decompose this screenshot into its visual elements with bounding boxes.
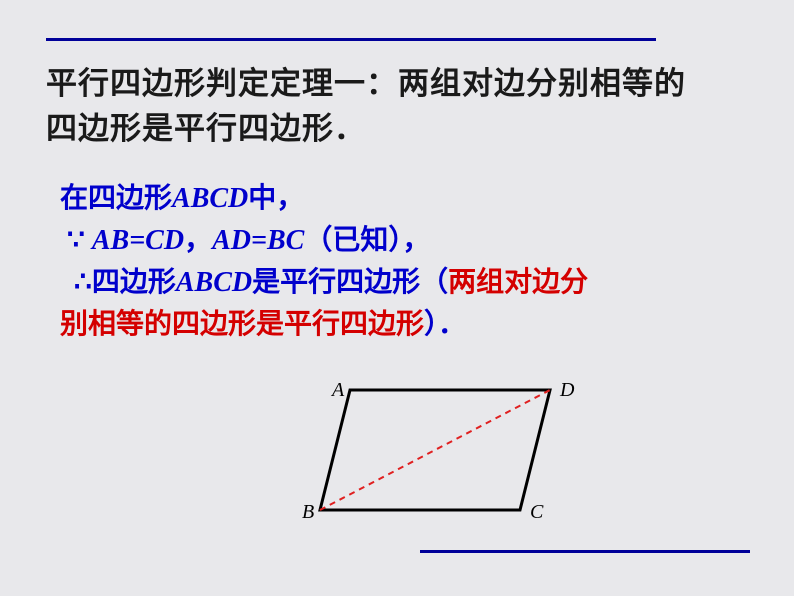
l4-close: ）． (424, 309, 466, 340)
therefore-symbol: ∴ (74, 267, 92, 298)
vertex-label-b: B (302, 501, 314, 523)
proof-block: 在四边形ABCD中， ∵ AB=CD，AD=BC（已知）， ∴四边形ABCD是平… (60, 178, 740, 346)
diagonal-bd (320, 390, 550, 510)
parallelogram-figure: A D B C (300, 370, 610, 540)
theorem-title: 平行四边形判定定理一：两组对边分别相等的 四边形是平行四边形． (46, 62, 746, 152)
top-horizontal-rule (46, 38, 656, 41)
reason-part1: 两组对边分 (448, 267, 588, 298)
because-symbol: ∵ (67, 225, 92, 256)
l3-prefix: 四边形 (92, 267, 176, 298)
theorem-line-2: 四边形是平行四边形． (46, 111, 366, 146)
eq2-right: BC (267, 225, 304, 256)
eq2-mid: = (251, 225, 267, 256)
proof-line-2: ∵ AB=CD，AD=BC（已知）， (60, 220, 740, 262)
proof-line-3: ∴四边形ABCD是平行四边形（两组对边分 (60, 262, 740, 304)
proof-l1-suffix: 中， (248, 183, 304, 214)
eq1-left: AB (92, 225, 129, 256)
vertex-label-c: C (530, 501, 544, 523)
reason-part2: 别相等的四边形是平行四边形 (60, 309, 424, 340)
eq1-right: CD (145, 225, 184, 256)
eq1-mid: = (129, 225, 145, 256)
proof-line-1: 在四边形ABCD中， (60, 178, 740, 220)
vertex-label-a: A (330, 379, 345, 401)
eq2-left: AD (212, 225, 251, 256)
theorem-line-1: 平行四边形判定定理一：两组对边分别相等的 (46, 66, 686, 101)
bottom-horizontal-rule (420, 550, 750, 553)
eq-sep: ， (184, 225, 212, 256)
proof-l1-var: ABCD (172, 183, 248, 214)
vertex-label-d: D (559, 379, 575, 401)
proof-l1-prefix: 在四边形 (60, 183, 172, 214)
l3-var: ABCD (176, 267, 252, 298)
proof-line-4: 别相等的四边形是平行四边形）． (60, 304, 740, 346)
given-paren: （已知）， (304, 225, 430, 256)
l3-mid: 是平行四边形（ (252, 267, 448, 298)
